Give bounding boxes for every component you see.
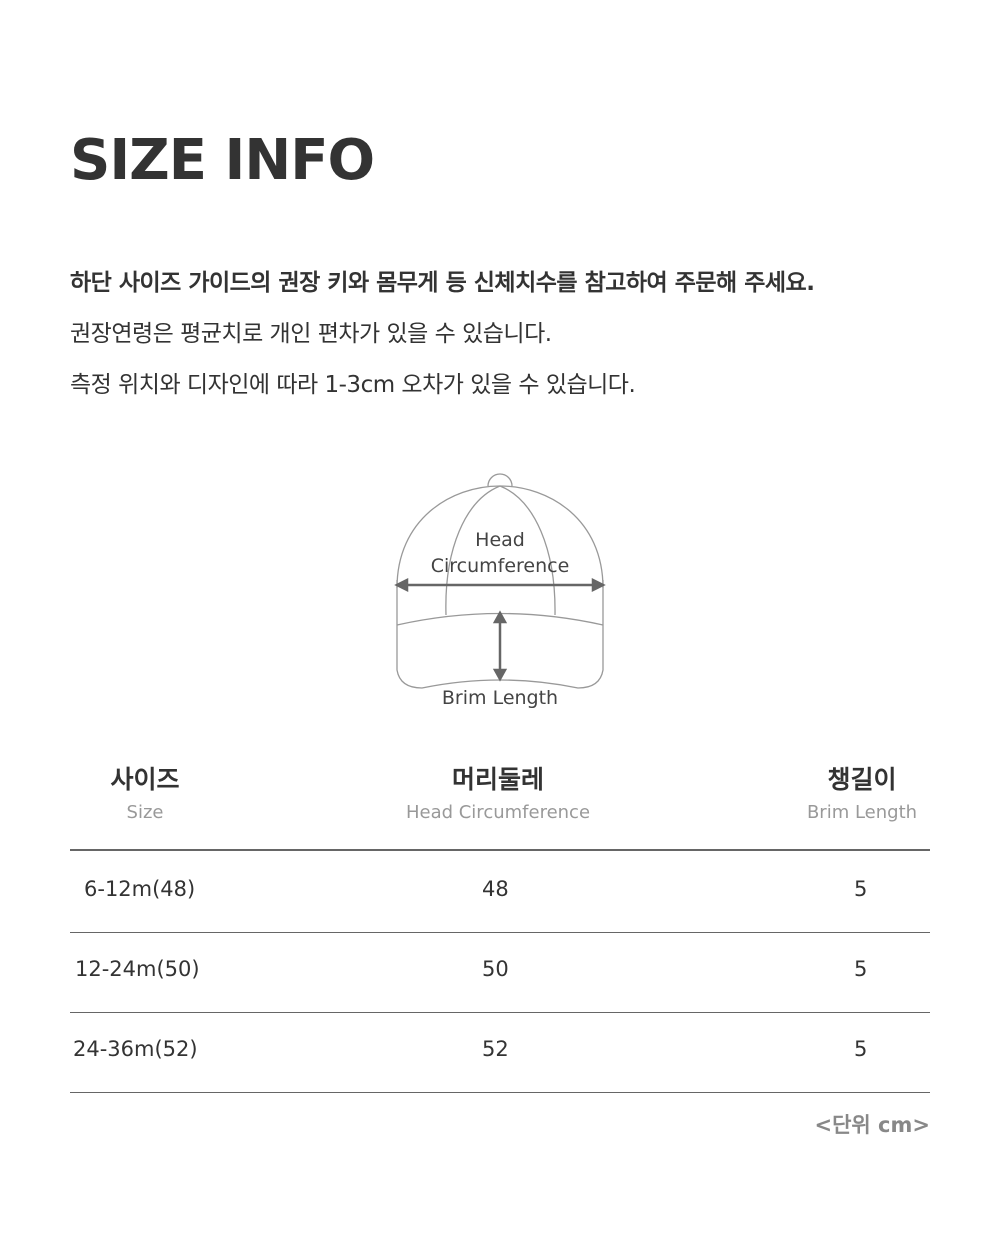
header-en: Brim Length — [806, 802, 918, 823]
head-label-1: Head — [475, 529, 525, 551]
header-ko: 챙길이 — [827, 765, 897, 794]
cap-diagram: Head Circumference Brim Length — [380, 460, 620, 720]
header-size: 사이즈 Size — [70, 760, 220, 823]
table-row: 6-12m(48) 48 5 — [70, 851, 930, 931]
note-line: 하단 사이즈 가이드의 권장 키와 몸무게 등 신체치수를 참고하여 주문해 주… — [70, 270, 815, 296]
cell-brim: 5 — [854, 1037, 868, 1061]
header-brim: 챙길이 Brim Length — [762, 760, 962, 823]
cap-illustration — [394, 473, 606, 689]
header-en: Head Circumference — [405, 802, 591, 823]
divider — [70, 1092, 930, 1093]
note-line: 측정 위치와 디자인에 따라 1-3cm 오차가 있을 수 있습니다. — [70, 372, 636, 398]
divider — [70, 849, 930, 851]
head-label-2: Circumference — [430, 555, 570, 577]
cell-size: 6-12m(48) — [84, 877, 196, 901]
header-head: 머리둘레 Head Circumference — [348, 760, 648, 823]
cell-size: 12-24m(50) — [75, 957, 200, 981]
divider — [70, 1012, 930, 1013]
note-line: 권장연령은 평균치로 개인 편차가 있을 수 있습니다. — [70, 321, 552, 347]
table-header: 사이즈 Size 머리둘레 Head Circumference 챙길이 Bri… — [70, 760, 930, 850]
page-title: SIZE INFO — [70, 128, 375, 193]
table-row: 12-24m(50) 50 5 — [70, 931, 930, 1011]
brim-label: Brim Length — [441, 687, 559, 709]
header-en: Size — [126, 802, 164, 823]
cell-brim: 5 — [854, 957, 868, 981]
cell-head: 48 — [482, 877, 509, 901]
size-notes: 하단 사이즈 가이드의 권장 키와 몸무게 등 신체치수를 참고하여 주문해 주… — [70, 258, 815, 411]
unit-label: <단위 cm> — [814, 1113, 930, 1137]
cell-brim: 5 — [854, 877, 868, 901]
cell-head: 50 — [482, 957, 509, 981]
cell-size: 24-36m(52) — [73, 1037, 198, 1061]
header-ko: 사이즈 — [110, 765, 180, 794]
header-ko: 머리둘레 — [451, 765, 544, 794]
cell-head: 52 — [482, 1037, 509, 1061]
cap-seams — [445, 485, 556, 616]
divider — [70, 932, 930, 933]
table-row: 24-36m(52) 52 5 — [70, 1011, 930, 1091]
cap-button — [487, 473, 513, 487]
